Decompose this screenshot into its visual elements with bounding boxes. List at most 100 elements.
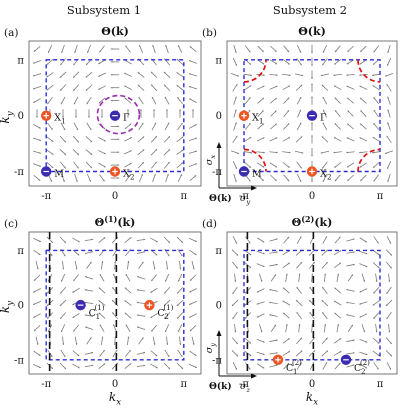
field-arrow-head (261, 110, 264, 113)
field-arrow-head (262, 165, 265, 168)
field-arrow-head (274, 97, 277, 100)
field-arrow-head (153, 267, 156, 270)
field-arrow-head (124, 312, 127, 315)
y-tick-label: -π (212, 167, 222, 178)
field-arrow-head (51, 140, 54, 142)
field-arrow-head (64, 367, 66, 370)
field-arrow-head (299, 50, 302, 53)
field-arrow-head (73, 279, 76, 282)
field-arrow-head (373, 123, 376, 125)
field-arrow-head (346, 137, 349, 140)
field-arrow-head (313, 350, 315, 353)
field-arrow-head (86, 63, 88, 65)
field-arrow-head (300, 136, 303, 139)
point-label-sub: 2 (130, 174, 134, 182)
sigma-axes-inset: σy σz Θ(k) (204, 330, 257, 394)
field-arrow-head (90, 153, 93, 155)
field-arrow-head (38, 253, 41, 255)
field-arrow-head (73, 329, 76, 332)
field-arrow-head (282, 300, 285, 303)
field-arrow-head (287, 50, 290, 53)
field-arrow-head (244, 316, 247, 319)
field-arrow-head (166, 267, 169, 270)
field-arrow-head (102, 350, 105, 352)
field-arrow-head (189, 329, 192, 332)
field-arrow-head (346, 62, 349, 65)
field-arrow-head (322, 179, 325, 182)
field-arrow-head (141, 261, 144, 264)
point-label-sub: 2 (361, 368, 365, 376)
dashed-arc (243, 59, 267, 83)
field-arrow-head (250, 74, 252, 77)
field-arrow-head (248, 97, 251, 100)
field-arrow-head (387, 63, 389, 66)
field-arrow-head (236, 253, 239, 256)
field-arrow-head (334, 62, 337, 65)
field-arrow-head (249, 62, 251, 65)
field-arrow-head (276, 74, 278, 77)
field-arrow-head (77, 140, 79, 143)
field-arrow-head (385, 304, 388, 306)
field-arrow-head (373, 62, 375, 65)
field-arrow-head (73, 63, 76, 66)
field-arrow-head (163, 71, 166, 74)
panel-letter: (d) (202, 218, 217, 230)
field-arrow-head (151, 279, 154, 282)
field-arrow-head (176, 85, 179, 87)
field-arrow-head (359, 74, 361, 77)
point-label: X (54, 113, 61, 124)
x-tick-label: -π (239, 379, 249, 390)
y-tick-label: π (215, 246, 222, 257)
y-tick-label: -π (212, 355, 222, 366)
field-arrow-head (38, 354, 41, 356)
field-arrow-head (137, 276, 139, 278)
point-label: Γ (123, 113, 130, 124)
field-arrow-head (91, 364, 94, 367)
field-arrow-head (287, 236, 290, 239)
svg-text:σz: σz (240, 381, 251, 394)
point-label: X (123, 169, 130, 180)
field-arrow-head (179, 109, 181, 111)
field-arrow-head (72, 291, 75, 293)
field-arrow-head (236, 354, 239, 357)
field-arrow-head (372, 137, 375, 139)
field-arrow-head (73, 102, 76, 105)
field-arrow-head (360, 179, 363, 181)
field-arrow-head (155, 253, 158, 256)
field-arrow-head (320, 151, 323, 154)
field-arrow-head (98, 312, 101, 315)
field-arrow-head (232, 317, 235, 320)
field-arrow-head (339, 351, 342, 353)
y-tick-label: 0 (18, 301, 24, 312)
field-arrow-head (249, 253, 252, 256)
field-arrow-head (165, 330, 167, 333)
field-arrow-head (90, 166, 92, 169)
field-arrow-head (311, 83, 313, 86)
field-arrow-head (385, 74, 387, 77)
field-arrow-head (194, 354, 197, 356)
field-arrow-head (300, 350, 303, 353)
y-axis-label: ky (0, 111, 16, 123)
field-arrow-head (98, 62, 101, 65)
field-arrow-head (75, 116, 77, 118)
field-arrow-head (333, 74, 336, 77)
field-arrow-head (334, 123, 337, 126)
field-arrow-head (180, 254, 183, 257)
field-arrow-head (326, 249, 328, 252)
field-arrow-head (86, 102, 89, 105)
field-arrow-head (75, 267, 78, 270)
field-arrow-head (60, 291, 62, 294)
field-arrow-head (346, 165, 349, 168)
field-arrow-head (339, 262, 342, 265)
y-tick-label: π (17, 246, 24, 257)
field-arrow-head (274, 179, 277, 181)
field-arrow-head (124, 85, 127, 88)
x-axis-label: kx (306, 390, 318, 408)
field-arrow-head (359, 315, 362, 318)
field-arrow-head (127, 109, 129, 111)
field-arrow-head (275, 165, 278, 168)
field-arrow-head (231, 304, 234, 306)
field-arrow-head (347, 97, 350, 100)
field-arrow-head (300, 262, 302, 264)
